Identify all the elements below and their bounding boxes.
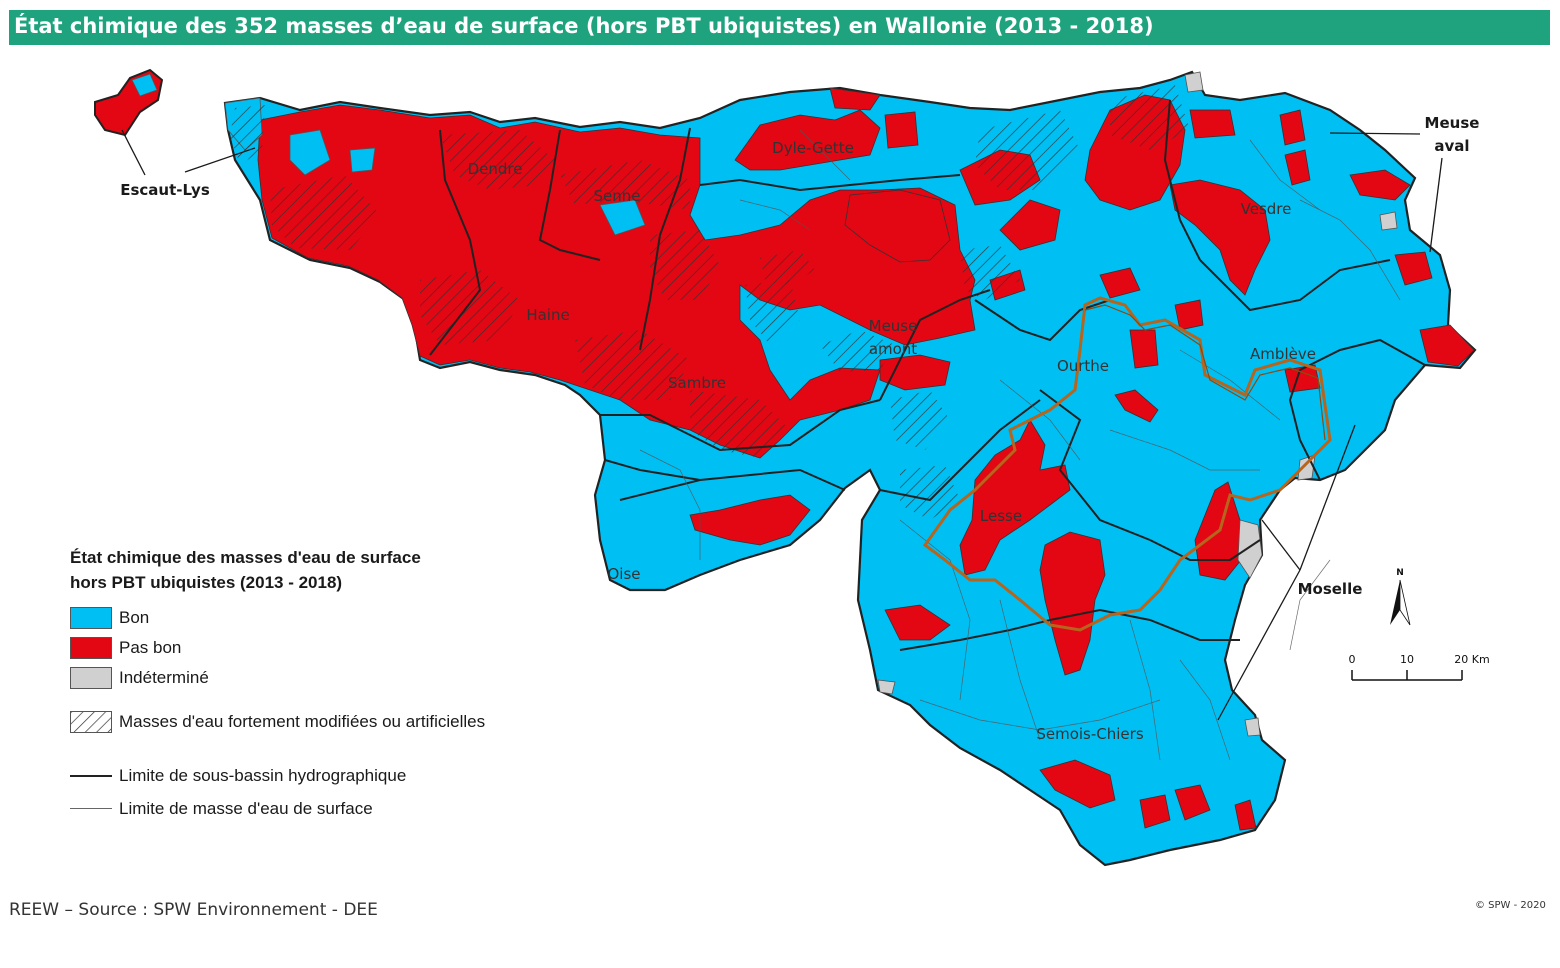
copyright-text: © SPW - 2020 [1475,900,1546,911]
label-ambleve: Amblève [1250,345,1316,363]
legend-label-bon: Bon [119,608,150,627]
title-bar: État chimique des 352 masses d’eau de su… [9,10,1550,45]
label-sambre: Sambre [668,374,726,392]
legend: État chimique des masses d'eau de surfac… [70,545,590,818]
label-dendre: Dendre [468,160,523,178]
label-meuse-amont-1: Meuse [869,317,918,335]
legend-title-line2: hors PBT ubiquistes (2013 - 2018) [70,573,343,592]
label-meuse-amont-2: amont [869,340,917,358]
legend-item-pas-bon: Pas bon [70,637,590,661]
scale-tick-20: 20 Km [1454,653,1489,666]
callout-escaut-lys: Escaut-Lys [120,181,210,199]
label-vesdre: Vesdre [1241,200,1292,218]
label-dyle-gette: Dyle-Gette [772,139,854,157]
legend-item-indetermine: Indéterminé [70,667,590,691]
swatch-hatch [70,711,112,733]
legend-item-sous-bassin: Limite de sous-bassin hydrographique [70,765,590,789]
label-ourthe: Ourthe [1057,357,1109,375]
label-lesse: Lesse [980,507,1022,525]
legend-label-sous-bassin: Limite de sous-bassin hydrographique [119,766,407,785]
legend-label-masse-eau: Limite de masse d'eau de surface [119,799,373,818]
source-text: REEW – Source : SPW Environnement - DEE [9,900,378,920]
swatch-indetermine [70,667,112,689]
label-senne: Senne [594,187,641,205]
scale-tick-10: 10 [1400,653,1414,666]
line-swatch-masse-eau [70,808,112,809]
legend-item-fortement-modifiees: Masses d'eau fortement modifiées ou arti… [70,711,590,735]
legend-label-indetermine: Indéterminé [119,668,209,687]
north-arrow: N [1390,568,1411,626]
map-title: État chimique des 352 masses d’eau de su… [14,14,1154,38]
line-swatch-sous-bassin [70,775,112,777]
callout-meuse-aval-2: aval [1434,137,1469,155]
callout-moselle: Moselle [1298,580,1363,598]
legend-item-bon: Bon [70,607,590,631]
legend-label-fortement-modifiees: Masses d'eau fortement modifiées ou arti… [119,712,486,731]
legend-title-line1: État chimique des masses d'eau de surfac… [70,548,421,567]
scale-bar [1351,670,1463,681]
swatch-pas-bon [70,637,112,659]
svg-text:N: N [1396,568,1404,578]
label-oise: Oise [607,565,640,583]
scale-tick-0: 0 [1349,653,1356,666]
legend-item-masse-eau: Limite de masse d'eau de surface [70,798,590,822]
swatch-bon [70,607,112,629]
legend-label-pas-bon: Pas bon [119,638,182,657]
label-haine: Haine [526,306,569,324]
callout-meuse-aval-1: Meuse [1425,114,1480,132]
label-semois-chiers: Semois-Chiers [1036,725,1143,743]
